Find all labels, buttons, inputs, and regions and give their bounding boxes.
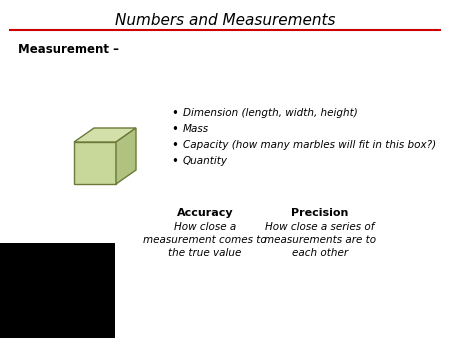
Text: How close a series of
measurements are to
each other: How close a series of measurements are t… <box>264 222 376 258</box>
Text: Mass: Mass <box>183 124 209 134</box>
Text: •: • <box>171 106 179 120</box>
Text: Capacity (how many marbles will fit in this box?): Capacity (how many marbles will fit in t… <box>183 140 436 150</box>
Polygon shape <box>116 128 136 184</box>
Text: Dimension (length, width, height): Dimension (length, width, height) <box>183 108 358 118</box>
Text: Numbers and Measurements: Numbers and Measurements <box>115 13 335 28</box>
Text: •: • <box>171 139 179 151</box>
Text: •: • <box>171 122 179 136</box>
Polygon shape <box>74 128 136 142</box>
Text: Measurement –: Measurement – <box>18 43 119 56</box>
Text: •: • <box>171 154 179 168</box>
Polygon shape <box>74 142 116 184</box>
Text: Accuracy: Accuracy <box>177 208 233 218</box>
Bar <box>0 243 115 338</box>
Text: Precision: Precision <box>291 208 349 218</box>
Text: How close a
measurement comes to
the true value: How close a measurement comes to the tru… <box>143 222 267 258</box>
Text: Quantity: Quantity <box>183 156 228 166</box>
